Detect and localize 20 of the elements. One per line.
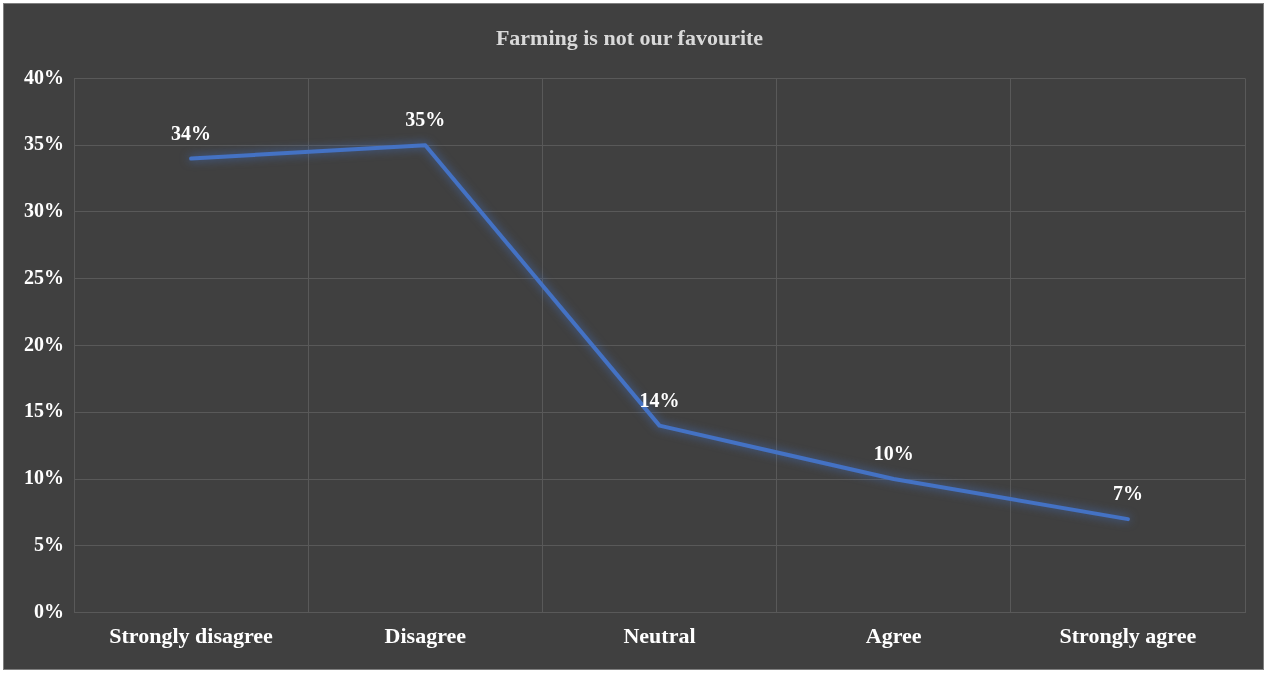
text: 10%: [873, 442, 914, 465]
x-tick-label: Strongly disagree: [109, 623, 274, 649]
y-tick-label: 30%: [24, 199, 64, 222]
y-tick-label: 15%: [24, 399, 64, 422]
text: 34%: [171, 121, 212, 144]
y-tick-label: 20%: [24, 332, 64, 355]
chart-title: Farming is not our favourite: [495, 24, 764, 50]
x-tick-label: Neutral: [623, 623, 696, 649]
x-tick-label: Disagree: [384, 623, 467, 649]
text: 35%: [405, 108, 446, 131]
x-tick-label: Strongly agree: [1059, 623, 1197, 649]
y-tick-label: 0%: [34, 599, 64, 622]
text: 7%: [1112, 482, 1143, 505]
y-tick-label: 25%: [24, 265, 64, 288]
y-tick-label: 35%: [24, 132, 64, 155]
text: 14%: [639, 388, 680, 411]
y-tick-label: 5%: [34, 533, 64, 555]
x-tick-label: Agree: [865, 623, 922, 649]
y-tick-label: 10%: [24, 466, 64, 489]
y-tick-label: 40%: [24, 65, 64, 88]
